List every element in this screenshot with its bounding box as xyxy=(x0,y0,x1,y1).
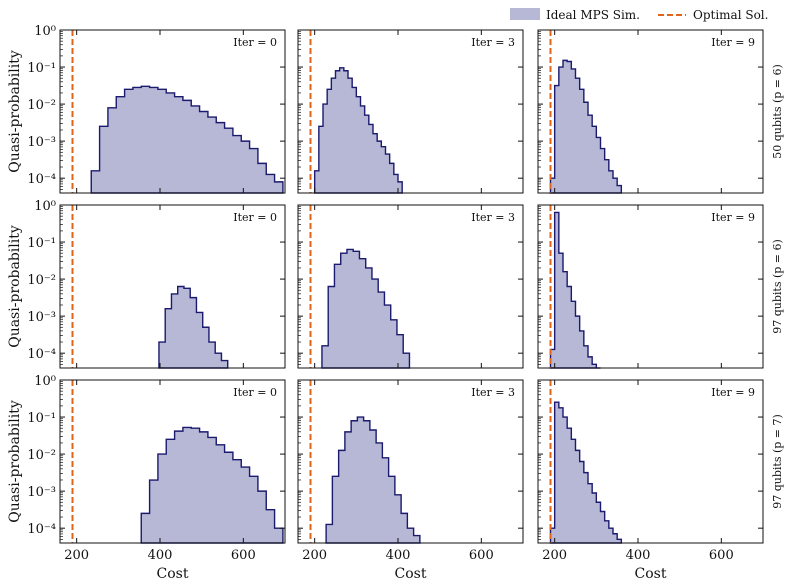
x-tick-label: 600 xyxy=(709,548,734,563)
y-tick-label: 10⁻⁴ xyxy=(27,172,56,187)
y-tick-label: 10⁻¹ xyxy=(27,61,56,76)
x-tick-label: 600 xyxy=(469,548,494,563)
histogram-area xyxy=(313,67,403,194)
x-axis-label: Cost xyxy=(395,566,427,582)
panel-frame xyxy=(59,29,286,194)
histogram-area xyxy=(90,85,284,194)
panel-r0-c1: Iter = 3 xyxy=(297,29,524,194)
y-axis-label: Quasi-probability xyxy=(7,400,23,523)
histogram-area xyxy=(158,285,229,369)
x-tick-label: 400 xyxy=(148,548,173,563)
iteration-label: Iter = 0 xyxy=(233,36,277,49)
panel-r2-c1: 200 400 600 Iter = 3 xyxy=(297,379,524,563)
iteration-label: Iter = 9 xyxy=(711,386,755,399)
panel-frame xyxy=(537,29,764,194)
panel-r2-c2: 200 400 600 Iter = 9 xyxy=(537,379,764,563)
panel-frame xyxy=(537,204,764,369)
panel-frame xyxy=(297,379,524,544)
x-axis-label: Cost xyxy=(157,566,189,582)
y-tick-label: 10⁻¹ xyxy=(27,236,56,251)
x-tick-label: 400 xyxy=(386,548,411,563)
y-axis-label: Quasi-probability xyxy=(7,225,23,348)
histogram-area xyxy=(549,59,623,194)
y-tick-label: 10⁻² xyxy=(27,273,56,288)
y-tick-label: 10⁰ xyxy=(34,199,56,214)
iteration-label: Iter = 3 xyxy=(471,211,515,224)
panel-frame xyxy=(297,29,524,194)
y-tick-label: 10⁻² xyxy=(27,448,56,463)
iteration-label: Iter = 0 xyxy=(233,386,277,399)
panel-r2-c0: 200 400 600 10⁰ 10⁻¹ 10⁻² 10⁻³ 10⁻⁴ Iter = 0 xyxy=(27,374,286,563)
x-tick-label: 400 xyxy=(626,548,651,563)
y-tick-label: 10⁻¹ xyxy=(27,411,56,426)
panel-r0-c0: 10⁰ 10⁻¹ 10⁻² 10⁻³ 10⁻⁴ Iter = 0 xyxy=(27,24,286,194)
row-label: 50 qubits (p = 6) xyxy=(771,64,784,159)
y-tick-label: 10⁻³ xyxy=(27,310,56,325)
legend-swatch-ideal-mps xyxy=(510,8,540,20)
y-tick-label: 10⁻³ xyxy=(27,485,56,500)
histogram-area xyxy=(549,211,601,369)
x-tick-label: 200 xyxy=(302,548,327,563)
panel-r1-c1: Iter = 3 xyxy=(297,204,524,369)
y-tick-label: 10⁻⁴ xyxy=(27,347,56,362)
panel-r0-c2: Iter = 9 xyxy=(537,29,764,194)
x-tick-label: 200 xyxy=(542,548,567,563)
iteration-label: Iter = 9 xyxy=(711,211,755,224)
legend-label-ideal-mps: Ideal MPS Sim. xyxy=(546,8,640,22)
iteration-label: Iter = 0 xyxy=(233,211,277,224)
y-axis-label: Quasi-probability xyxy=(7,50,23,173)
x-tick-label: 200 xyxy=(64,548,89,563)
y-tick-label: 10⁰ xyxy=(34,374,56,389)
iteration-label: Iter = 3 xyxy=(471,36,515,49)
iteration-label: Iter = 9 xyxy=(711,36,755,49)
panel-r1-c2: Iter = 9 xyxy=(537,204,764,369)
row-label: 97 qubits (p = 7) xyxy=(771,414,784,509)
histogram-area xyxy=(321,248,411,369)
panel-frame xyxy=(59,379,286,544)
histogram-area xyxy=(140,426,284,544)
histogram-area xyxy=(325,416,421,544)
legend: Ideal MPS Sim. Optimal Sol. xyxy=(510,8,768,22)
y-tick-label: 10⁰ xyxy=(34,24,56,39)
panel-frame xyxy=(537,379,764,544)
panel-frame xyxy=(59,204,286,369)
iteration-label: Iter = 3 xyxy=(471,386,515,399)
y-tick-label: 10⁻³ xyxy=(27,135,56,150)
legend-label-optimal: Optimal Sol. xyxy=(693,8,768,22)
x-tick-label: 600 xyxy=(231,548,256,563)
y-tick-label: 10⁻² xyxy=(27,98,56,113)
row-label: 97 qubits (p = 6) xyxy=(771,239,784,334)
y-tick-label: 10⁻⁴ xyxy=(27,522,56,537)
panel-frame xyxy=(297,204,524,369)
x-axis-label: Cost xyxy=(635,566,667,582)
histogram-area xyxy=(549,401,623,544)
panel-r1-c0: 10⁰ 10⁻¹ 10⁻² 10⁻³ 10⁻⁴ Iter = 0 xyxy=(27,199,286,369)
